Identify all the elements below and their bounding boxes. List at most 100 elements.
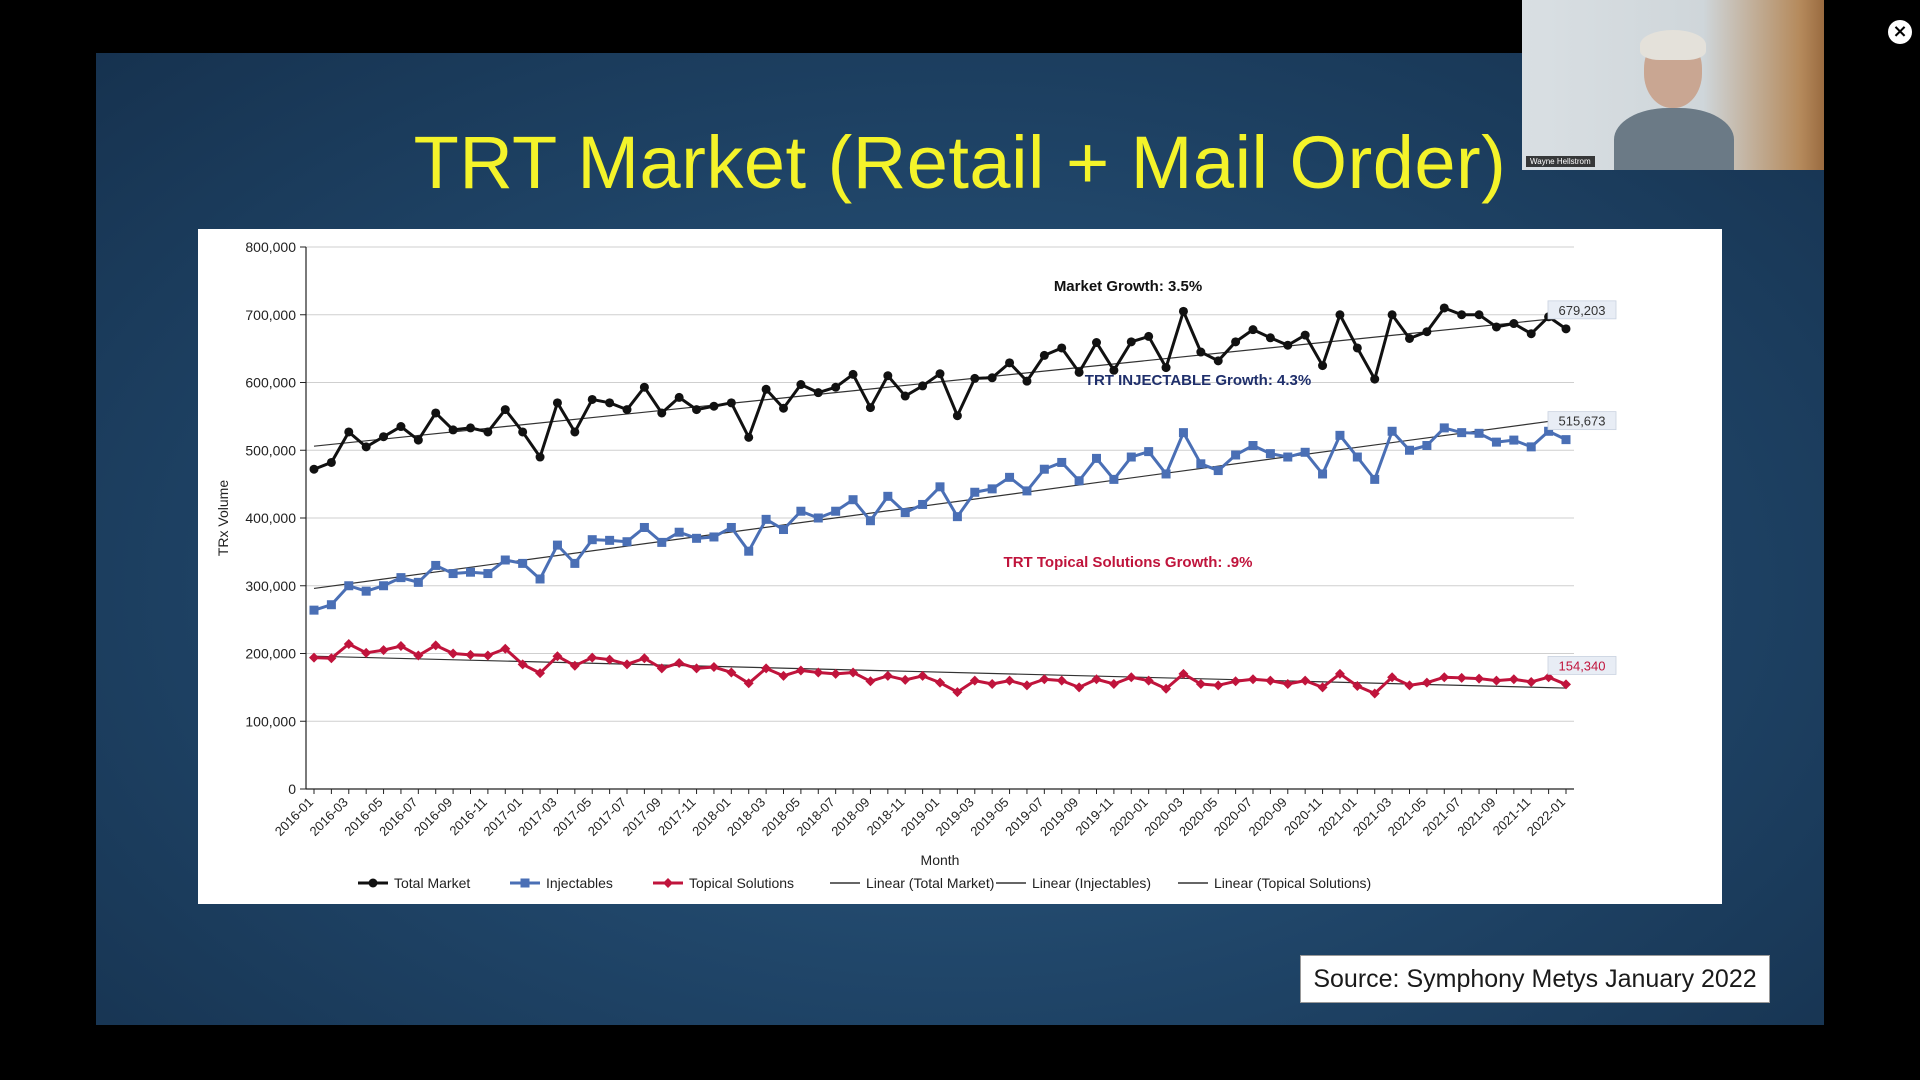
data-point: [1352, 343, 1362, 353]
close-icon[interactable]: ×: [1888, 20, 1912, 44]
legend-label: Injectables: [546, 875, 613, 891]
data-point: [430, 640, 441, 651]
data-point: [605, 535, 615, 545]
data-point: [865, 516, 875, 526]
value-callout: 515,673: [1559, 414, 1606, 429]
y-tick-label: 600,000: [245, 375, 296, 391]
data-point: [535, 574, 545, 584]
data-point: [1057, 343, 1067, 353]
data-point: [848, 667, 859, 678]
data-point: [726, 522, 736, 532]
data-point: [1491, 437, 1501, 447]
data-point: [744, 432, 754, 442]
data-point: [1022, 486, 1032, 496]
data-point: [1352, 681, 1363, 692]
data-point: [1491, 322, 1501, 332]
chart-panel: 0 100,000 200,000 300,000 400,000 500,000 600,…: [198, 229, 1722, 904]
data-point: [778, 670, 789, 681]
data-point: [1561, 324, 1571, 334]
data-point: [1405, 333, 1414, 343]
series-topical-solutions: [309, 639, 1571, 699]
data-point: [865, 676, 876, 687]
data-point: [378, 645, 389, 656]
data-point: [1422, 327, 1432, 337]
legend-item: Linear (Topical Solutions): [1178, 875, 1371, 891]
data-point: [1213, 680, 1224, 691]
data-point: [1178, 668, 1189, 679]
gridlines: [306, 246, 1574, 790]
data-point: [431, 560, 441, 570]
data-point: [761, 663, 772, 674]
data-point: [952, 687, 963, 698]
data-point: [1161, 363, 1171, 373]
data-point: [570, 558, 580, 568]
y-tick-label: 0: [288, 781, 296, 797]
y-tick-label: 400,000: [245, 510, 296, 526]
participant-video[interactable]: Wayne Hellstrom: [1522, 0, 1824, 170]
data-point: [1405, 445, 1414, 455]
data-point: [500, 405, 510, 415]
data-point: [709, 401, 719, 411]
data-point: [935, 482, 945, 492]
data-point: [882, 670, 893, 681]
data-point: [1248, 441, 1258, 451]
data-point: [1126, 452, 1136, 462]
data-point: [1526, 676, 1537, 687]
data-point: [1091, 674, 1102, 685]
x-axis-title: Month: [921, 852, 960, 868]
data-point: [743, 678, 754, 689]
legend-item: Total Market: [358, 875, 470, 891]
data-point: [465, 649, 476, 660]
data-point: [761, 514, 771, 524]
data-point: [726, 667, 737, 678]
data-point: [622, 405, 632, 415]
data-point: [344, 581, 354, 591]
data-point: [883, 371, 893, 381]
data-point: [1265, 449, 1275, 459]
data-point: [1334, 668, 1345, 679]
y-tick-label: 500,000: [245, 442, 296, 458]
slide-title: TRT Market (Retail + Mail Order): [413, 121, 1507, 204]
data-point: [1213, 356, 1223, 366]
data-point: [813, 513, 823, 523]
data-point: [622, 659, 632, 670]
y-tick-label: 300,000: [245, 578, 296, 594]
data-point: [657, 537, 667, 547]
data-point: [1057, 457, 1067, 467]
x-tick-label: 2016-09: [411, 795, 455, 839]
data-point: [1056, 675, 1067, 686]
data-point: [1439, 423, 1449, 433]
data-point: [900, 391, 910, 401]
data-point: [1230, 676, 1241, 687]
data-point: [1491, 675, 1502, 686]
data-point: [917, 670, 928, 681]
value-callout-box: [1547, 300, 1617, 320]
data-point: [368, 878, 378, 888]
data-point: [361, 586, 371, 596]
data-point: [709, 532, 719, 542]
x-tick-label: 2017-09: [620, 795, 664, 839]
data-point: [343, 639, 354, 650]
data-point: [518, 427, 528, 437]
data-point: [326, 653, 337, 664]
legend-item: Linear (Total Market): [830, 875, 994, 891]
series-injectables: [309, 423, 1571, 615]
axes: 0 100,000 200,000 300,000 400,000 500,000 600,…: [215, 239, 1574, 868]
value-callout: 679,203: [1559, 303, 1606, 318]
data-point: [413, 435, 423, 445]
data-point: [1561, 435, 1571, 445]
participant-avatar: [1614, 30, 1734, 170]
data-point: [466, 567, 475, 577]
legend-label: Linear (Topical Solutions): [1214, 875, 1371, 891]
data-point: [657, 408, 667, 418]
data-point: [708, 662, 719, 673]
data-point: [674, 392, 684, 402]
x-tick-label: 2021-09: [1454, 795, 1498, 839]
data-point: [1178, 306, 1188, 316]
data-point: [970, 373, 980, 383]
data-point: [413, 577, 423, 587]
data-point: [1370, 374, 1380, 384]
legend-item: Injectables: [510, 875, 613, 891]
data-point: [483, 427, 493, 437]
data-point: [1161, 469, 1171, 479]
